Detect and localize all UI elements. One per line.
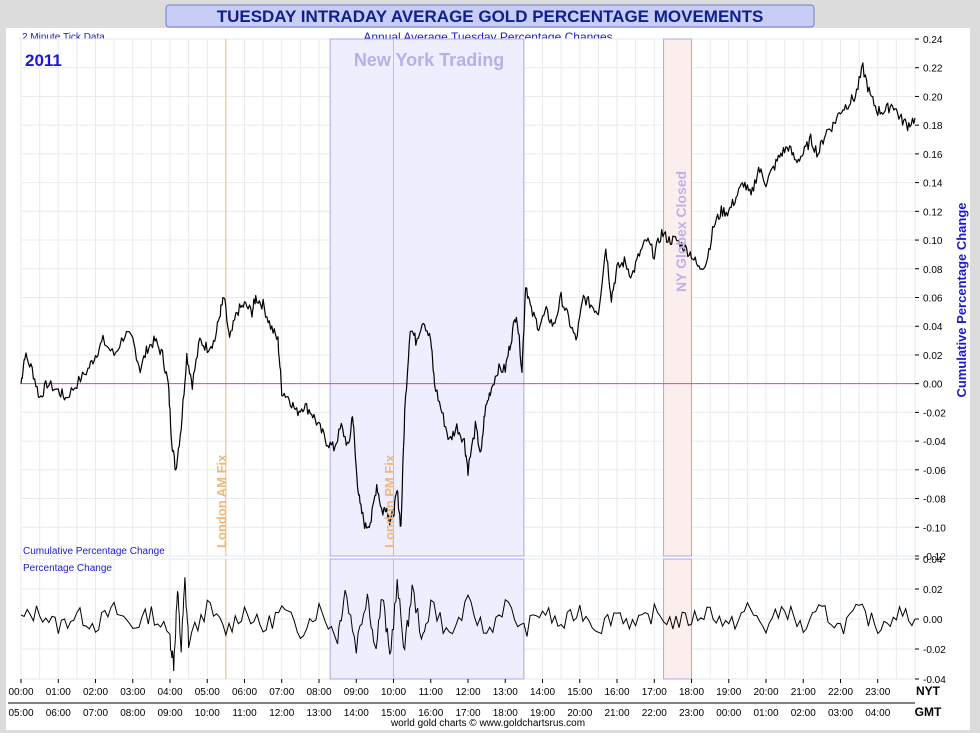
cumulative-panel-title: Cumulative Percentage Change — [23, 546, 165, 557]
x-tick-label-gmt: 10:00 — [195, 708, 220, 719]
x-tick-label-nyt: 09:00 — [344, 687, 369, 698]
x-tick-label-gmt: 11:00 — [232, 708, 257, 719]
x-tick-label-nyt: 13:00 — [493, 687, 518, 698]
x-tick-label-gmt: 14:00 — [344, 708, 369, 719]
x-tick-label-nyt: 21:00 — [791, 687, 816, 698]
x-tick-label-gmt: 20:00 — [567, 708, 592, 719]
x-tick-label-nyt: 12:00 — [455, 687, 480, 698]
x-tick-label-nyt: 14:00 — [530, 687, 555, 698]
x-tick-label-gmt: 13:00 — [306, 708, 331, 719]
y-tick-label: 0.22 — [923, 64, 943, 75]
y-tick-label: -0.08 — [923, 495, 946, 506]
cumulative-series-line — [20, 62, 916, 529]
y-tick-label: -0.06 — [923, 466, 946, 477]
london-am-fix-label: London AM Fix — [214, 454, 229, 548]
globex-closed-band — [663, 38, 692, 557]
x-tick-label-nyt: 07:00 — [269, 687, 294, 698]
tick-data-note: 2 Minute Tick Data — [22, 32, 105, 43]
x-tick-label-nyt: 15:00 — [567, 687, 592, 698]
percentage-series-line — [20, 577, 916, 672]
x-tick-label-gmt: 22:00 — [642, 708, 667, 719]
x-tick-label-nyt: 02:00 — [83, 687, 108, 698]
x-tick-label-nyt: 01:00 — [46, 687, 71, 698]
x-tick-label-gmt: 09:00 — [157, 708, 182, 719]
x-tick-label-gmt: 06:00 — [46, 708, 71, 719]
y-tick-label: 0.14 — [923, 179, 943, 190]
x-tick-label-nyt: 04:00 — [157, 687, 182, 698]
x-tick-label-gmt: 08:00 — [120, 708, 145, 719]
ny-trading-band — [329, 38, 525, 557]
ny-trading-label: New York Trading — [354, 50, 504, 70]
x-tick-label-gmt: 02:00 — [791, 708, 816, 719]
y-tick-label: -0.02 — [923, 408, 946, 419]
percentage-panel-title: Percentage Change — [23, 563, 112, 574]
y-axis-label: Cumulative Percentage Change — [954, 202, 969, 397]
y-tick-label: 0.02 — [923, 585, 943, 596]
x-tick-label-nyt: 10:00 — [381, 687, 406, 698]
y-tick-label: -0.04 — [923, 675, 946, 686]
y-tick-label: 0.02 — [923, 351, 943, 362]
chart-title: TUESDAY INTRADAY AVERAGE GOLD PERCENTAGE… — [217, 7, 764, 26]
x-tick-label-nyt: 19:00 — [716, 687, 741, 698]
globex-closed-label: NY Globex Closed — [673, 171, 689, 292]
x-tick-label-nyt: 20:00 — [753, 687, 778, 698]
y-tick-label: 0.16 — [923, 150, 943, 161]
y-tick-label: 0.00 — [923, 380, 943, 391]
y-tick-label: 0.08 — [923, 265, 943, 276]
y-tick-label: 0.04 — [923, 555, 943, 566]
y-tick-label: 0.24 — [923, 35, 943, 46]
x-tick-label-nyt: 05:00 — [195, 687, 220, 698]
london-pm-fix-label: London PM Fix — [382, 454, 397, 548]
y-tick-label: 0.00 — [923, 615, 943, 626]
x-tick-label-gmt: 17:00 — [455, 708, 480, 719]
y-tick-label: 0.04 — [923, 322, 943, 333]
y-tick-label: -0.10 — [923, 523, 946, 534]
y-tick-label: 0.12 — [923, 207, 943, 218]
x-tick-label-gmt: 04:00 — [865, 708, 890, 719]
x-tick-label-gmt: 19:00 — [530, 708, 555, 719]
year-label: 2011 — [25, 51, 62, 70]
x-tick-label-nyt: 11:00 — [419, 687, 444, 698]
x-tick-label-nyt: 23:00 — [865, 687, 890, 698]
y-tick-label: 0.20 — [923, 92, 943, 103]
x-tick-label-gmt: 05:00 — [8, 708, 33, 719]
x-tick-label-gmt: 00:00 — [716, 708, 741, 719]
y-tick-label: -0.02 — [923, 645, 946, 656]
x-tick-label-gmt: 07:00 — [83, 708, 108, 719]
y-tick-label: 0.06 — [923, 294, 943, 305]
x-tick-label-nyt: 22:00 — [828, 687, 853, 698]
percentage-panel: 0.04 0.02 0.00 -0.02 -0.04 — [20, 555, 946, 686]
y-tick-label: 0.10 — [923, 236, 943, 247]
cumulative-panel: 0.24 0.22 0.20 0.18 0.16 0.14 0.12 0.10 0.08 0.06… — [20, 35, 946, 563]
x-tick-label-gmt: 23:00 — [679, 708, 704, 719]
y-tick-label: 0.18 — [923, 121, 943, 132]
nyt-axis-label: NYT — [916, 684, 941, 698]
x-tick-label-nyt: 06:00 — [232, 687, 257, 698]
gmt-axis-label: GMT — [915, 705, 942, 719]
x-tick-label-nyt: 00:00 — [8, 687, 33, 698]
x-tick-label-gmt: 21:00 — [604, 708, 629, 719]
x-tick-label-gmt: 15:00 — [381, 708, 406, 719]
footer-credit: world gold charts © www.goldchartsrus.co… — [390, 718, 585, 729]
x-tick-label-nyt: 03:00 — [120, 687, 145, 698]
x-tick-label-gmt: 03:00 — [828, 708, 853, 719]
x-tick-label-nyt: 08:00 — [306, 687, 331, 698]
x-tick-label-nyt: 18:00 — [679, 687, 704, 698]
ny-trading-band — [329, 558, 525, 680]
x-tick-label-gmt: 01:00 — [753, 708, 778, 719]
y-tick-label: -0.12 — [923, 552, 946, 563]
title-bar — [165, 4, 815, 28]
x-tick-label-gmt: 16:00 — [418, 708, 443, 719]
x-tick-label-gmt: 18:00 — [493, 708, 518, 719]
x-tick-label-nyt: 16:00 — [604, 687, 629, 698]
x-tick-label-gmt: 12:00 — [269, 708, 294, 719]
y-tick-label: -0.04 — [923, 437, 946, 448]
x-tick-label-nyt: 17:00 — [642, 687, 667, 698]
